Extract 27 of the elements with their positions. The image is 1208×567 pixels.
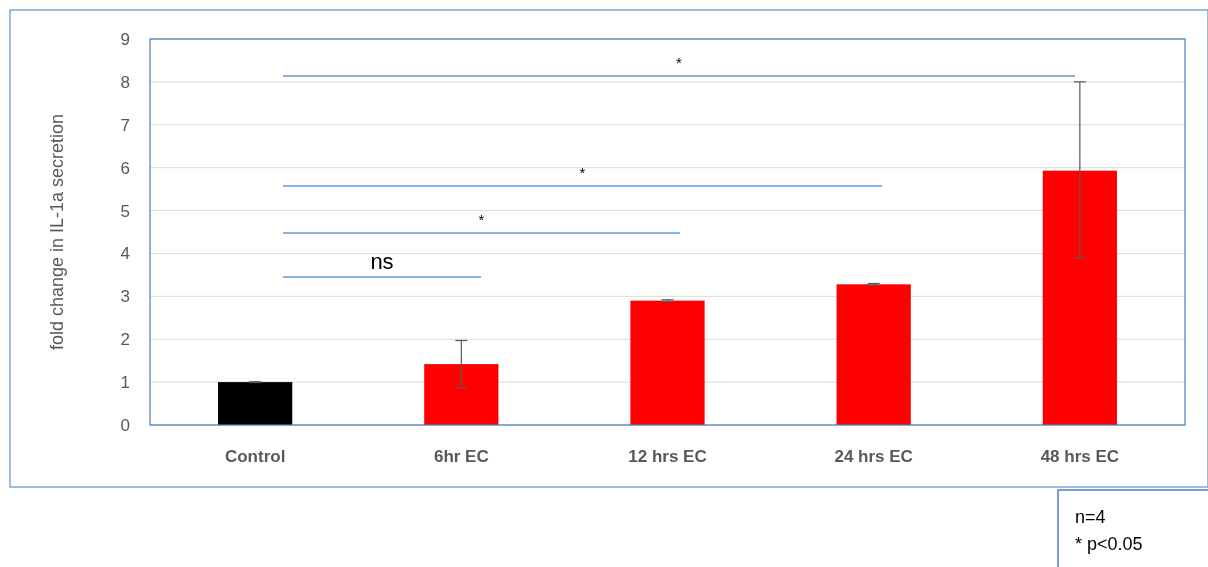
x-tick-label: 6hr EC — [433, 447, 489, 466]
y-tick-label: 7 — [120, 115, 130, 135]
text: n=4 — [1075, 507, 1106, 527]
annotation: * — [478, 211, 485, 228]
x-tick-label: 12 hrs EC — [628, 447, 707, 466]
bar — [1042, 170, 1117, 425]
annotation: * — [579, 164, 586, 181]
annotation: ns — [370, 249, 394, 274]
x-tick-label: 24 hrs EC — [834, 447, 913, 466]
annotation: * — [676, 54, 683, 71]
bar — [424, 364, 499, 425]
text: * p<0.05 — [1075, 534, 1143, 554]
bar — [218, 382, 293, 425]
x-tick-label: 48 hrs EC — [1040, 447, 1120, 466]
y-tick-label: 1 — [120, 373, 130, 393]
y-tick-label: 8 — [120, 72, 130, 92]
bar — [836, 284, 911, 425]
x-tick-label: Control — [224, 447, 286, 466]
y-tick-label: 0 — [120, 415, 130, 435]
bar — [630, 300, 705, 425]
y-tick-label: 4 — [120, 244, 130, 264]
y-tick-label: 2 — [120, 330, 130, 350]
y-tick-label: 6 — [120, 158, 130, 178]
y-tick-label: 9 — [120, 29, 130, 49]
y-tick-label: 3 — [120, 287, 130, 307]
y-tick-label: 5 — [120, 201, 130, 221]
y-axis-title: fold change in IL-1a secretion — [47, 113, 67, 351]
